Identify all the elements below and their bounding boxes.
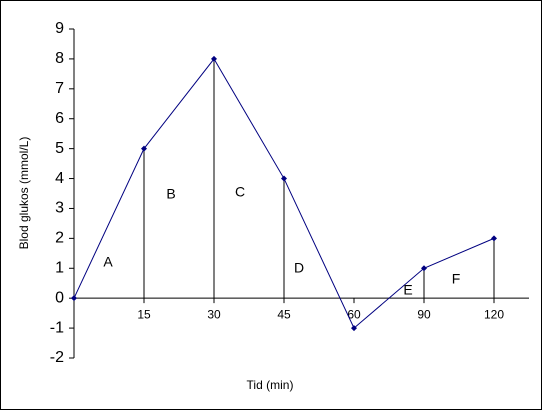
x-tick-label: 120 [484,307,504,321]
data-point [141,145,147,152]
y-tick-label: 3 [55,200,64,217]
x-tick-label: 45 [277,307,291,321]
y-tick-label: 0 [55,289,64,306]
y-tick-label: 2 [55,230,64,247]
x-axis-label: Tid (min) [247,378,294,392]
x-tick-label: 15 [137,307,151,321]
y-tick-label: 8 [55,50,64,67]
annotation: D [294,260,304,276]
y-tick-label: 6 [55,110,64,127]
y-tick-label: -2 [50,349,64,366]
annotation: A [103,254,113,270]
data-point [351,325,357,332]
data-point [71,295,77,302]
x-tick-label: 90 [417,307,431,321]
x-tick-label: 30 [207,307,221,321]
y-tick-label: -1 [50,319,64,336]
annotation: E [403,282,412,298]
data-point [211,55,217,62]
y-tick-label: 4 [55,170,64,187]
annotation: B [166,186,175,202]
x-tick-label: 60 [347,307,361,321]
annotation: C [235,184,245,200]
annotation: F [452,271,461,287]
y-tick-label: 7 [55,80,64,97]
y-tick-label: 5 [55,140,64,157]
y-tick-label: 9 [55,20,64,37]
y-axis-label: Blod glukos (mmol/L) [17,137,31,250]
data-point [281,175,287,182]
data-point [491,235,497,242]
y-tick-label: 1 [55,259,64,276]
data-point [421,265,427,272]
